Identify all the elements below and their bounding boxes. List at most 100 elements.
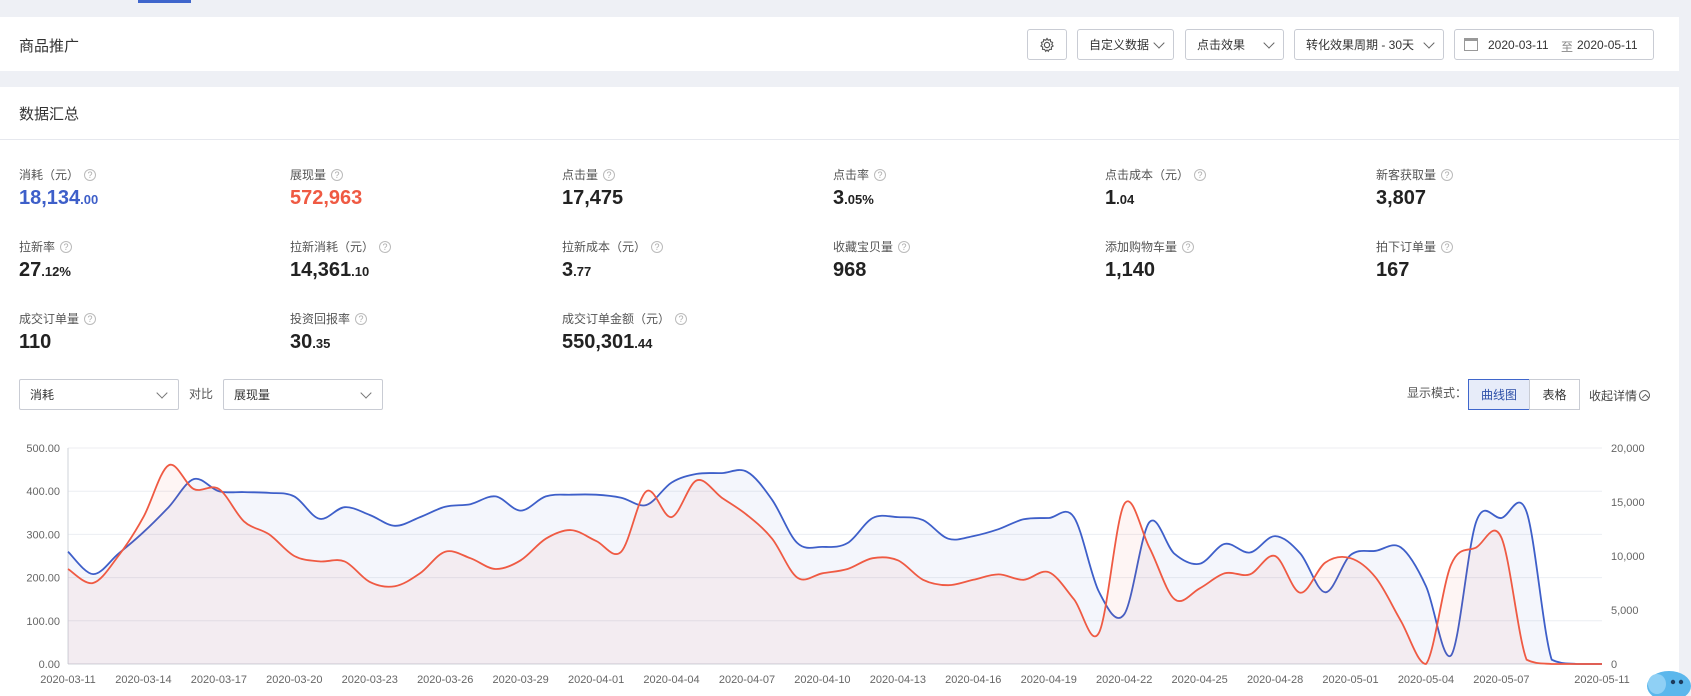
y-left-tick-label: 200.00 [26,573,60,585]
metric-value-dec: .12% [41,264,71,279]
metric-label: 收藏宝贝量? [833,238,911,255]
help-icon[interactable]: ? [84,312,97,325]
metric-value-dec: .10 [351,264,370,279]
date-separator: 至 [1561,40,1574,54]
help-icon[interactable]: ? [379,240,392,253]
help-icon[interactable]: ? [84,168,97,181]
compare-label: 对比 [189,387,214,401]
help-icon[interactable]: ? [355,312,368,325]
chevron-down-icon [1153,37,1165,49]
metric-item: 展现量? 572,963 [290,166,362,210]
metric-value-int: 14,361 [290,259,352,281]
series-line [67,469,1602,665]
custom-data-dropdown[interactable]: 自定义数据 [1077,29,1174,60]
date-range-picker[interactable]: 2020-03-11 至 2020-05-11 [1454,29,1654,60]
help-icon[interactable]: ? [651,240,664,253]
metric-value-int: 572,963 [290,187,363,209]
metric-label-text: 消耗（元） [19,168,80,182]
metric-label: 拉新成本（元）? [562,238,664,255]
help-icon[interactable]: ? [603,168,616,181]
x-tick-label: 2020-04-28 [1247,674,1303,686]
series-area [68,464,1602,664]
help-icon[interactable]: ? [331,168,344,181]
gear-icon [1040,37,1054,52]
metric-label: 展现量? [290,166,362,183]
metric-b-select[interactable]: 展现量 [223,379,383,410]
display-mode-label: 显示模式： [1407,386,1468,400]
metric-item: 投资回报率? 30.35 [290,310,368,354]
metric-value-int: 1 [1105,187,1117,209]
help-icon[interactable]: ? [1194,168,1207,181]
metric-label-text: 点击率 [833,168,870,182]
metric-label: 投资回报率? [290,310,368,327]
help-icon[interactable]: ? [898,240,911,253]
metric-value-dec: .05% [844,192,874,207]
metric-value: 1.04 [1105,187,1206,210]
metric-label: 点击量? [562,166,623,183]
metric-value: 572,963 [290,187,362,210]
y-right-tick-label: 5,000 [1611,605,1639,617]
trend-chart: 500.00 400.00 300.00 200.00 100.00 0.00 20,000… [26,443,1645,686]
collapse-details-link[interactable]: 收起详情 [1589,387,1651,404]
metric-item: 成交订单量? 110 [19,310,97,354]
metric-value: 167 [1376,259,1453,282]
settings-button[interactable] [1027,29,1067,60]
metric-item: 拉新消耗（元）? 14,361.10 [290,238,392,282]
metric-item: 拉新率? 27.12% [19,238,73,282]
metric-label: 点击率? [833,166,887,183]
metric-value-int: 3 [833,187,845,209]
click-effect-label: 点击效果 [1197,38,1246,52]
y-left-tick-label: 0.00 [39,659,60,671]
promotion-header: 商品推广 自定义数据 点击效果 转化效果周期 - 30天 2020-03-11 … [0,17,1679,71]
x-tick-label: 2020-05-01 [1322,674,1378,686]
help-icon[interactable]: ? [1182,240,1195,253]
top-tab-strip [0,0,1691,4]
help-icon[interactable]: ? [675,312,688,325]
metric-value: 968 [833,259,910,282]
divider [0,139,1679,140]
x-tick-label: 2020-04-10 [794,674,850,686]
x-tick-label: 2020-03-20 [266,674,322,686]
active-tab-indicator [138,0,191,3]
mode-curve-button[interactable]: 曲线图 [1468,379,1530,410]
x-tick-label: 2020-04-07 [719,674,775,686]
calendar-icon [1464,38,1478,51]
help-icon[interactable]: ? [1441,168,1454,181]
x-tick-label: 2020-04-22 [1096,674,1152,686]
mode-table-button[interactable]: 表格 [1529,379,1580,410]
help-icon[interactable]: ? [874,168,887,181]
metric-a-select[interactable]: 消耗 [19,379,179,410]
metric-value-dec: .35 [312,336,331,351]
metric-item: 点击率? 3.05% [833,166,887,210]
y-right-tick-label: 0 [1611,659,1617,671]
metric-value: 30.35 [290,331,367,354]
metric-item: 点击量? 17,475 [562,166,623,210]
metric-label: 消耗（元）? [19,166,98,183]
help-icon[interactable]: ? [1441,240,1454,253]
y-right-tick-label: 10,000 [1611,551,1645,563]
conversion-period-dropdown[interactable]: 转化效果周期 - 30天 [1294,29,1444,60]
x-tick-label: 2020-04-13 [870,674,926,686]
metric-label: 添加购物车量? [1105,238,1195,255]
chevron-down-icon [360,387,372,399]
x-tick-label: 2020-04-01 [568,674,624,686]
metric-value-dec: .04 [1116,192,1135,207]
x-tick-label: 2020-04-25 [1171,674,1227,686]
metric-value-int: 18,134 [19,187,81,209]
mascot-elephant-icon[interactable] [1643,660,1691,696]
metric-label-text: 新客获取量 [1376,168,1437,182]
x-tick-label: 2020-03-14 [115,674,171,686]
date-start: 2020-03-11 [1488,38,1549,52]
metric-value: 550,301.44 [562,331,687,354]
metric-value-int: 550,301 [562,331,635,353]
metric-value: 3.05% [833,187,886,210]
metric-value-int: 167 [1376,259,1410,281]
click-effect-dropdown[interactable]: 点击效果 [1185,29,1284,60]
collapse-details-label: 收起详情 [1589,389,1638,403]
y-left-tick-label: 300.00 [26,529,60,541]
x-tick-label: 2020-04-04 [643,674,699,686]
x-tick-label: 2020-05-07 [1473,674,1529,686]
metric-value-dec: .44 [634,336,653,351]
help-icon[interactable]: ? [60,240,73,253]
x-tick-label: 2020-03-11 [40,674,95,686]
